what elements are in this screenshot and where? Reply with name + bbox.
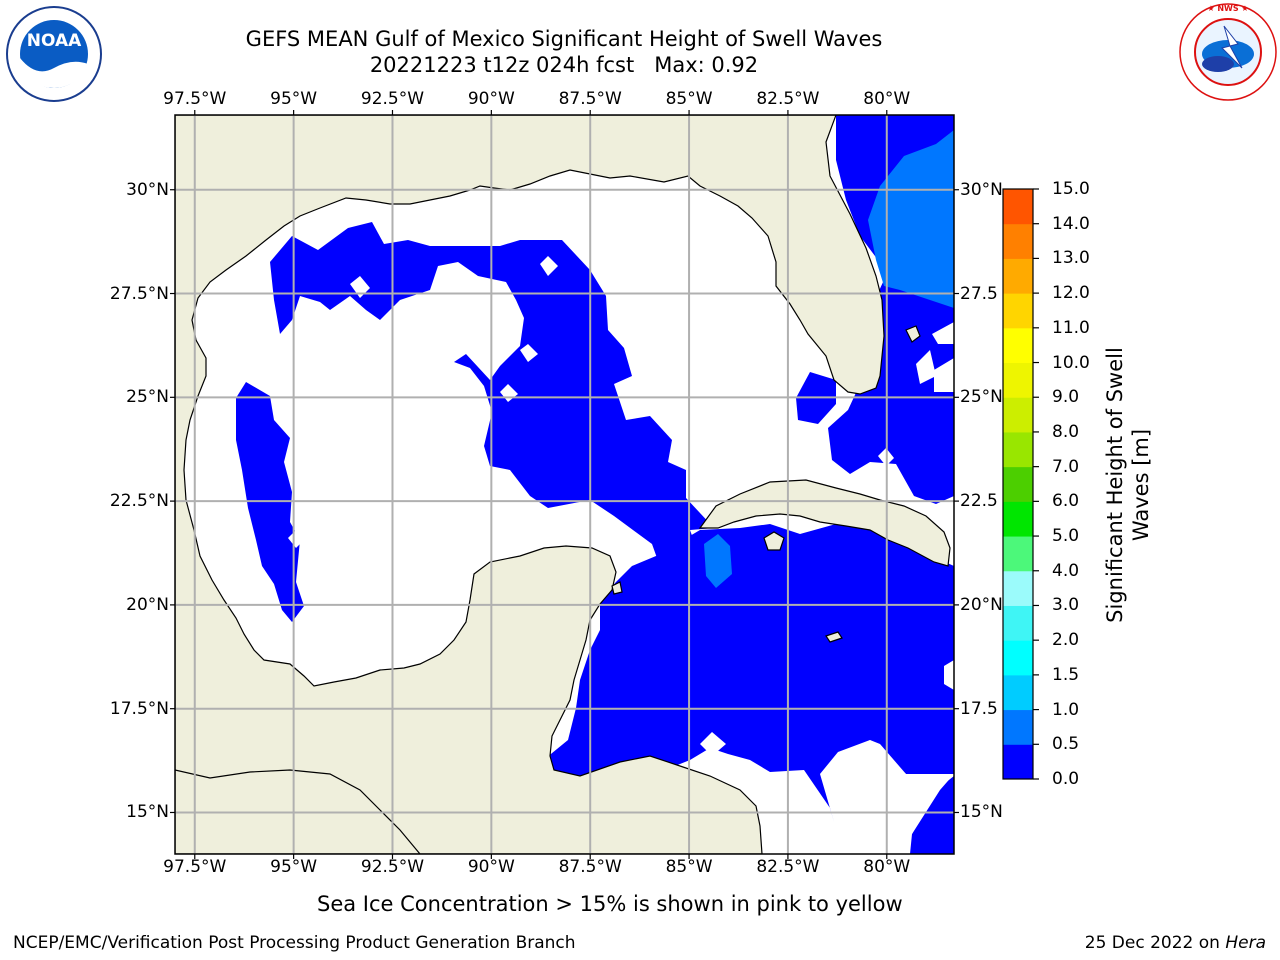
lat-label-left-1: 27.5°N: [109, 283, 169, 304]
jamaica: [825, 631, 843, 643]
cay-1: [611, 581, 623, 595]
bahamas-andros: [905, 325, 921, 343]
footer-credit: NCEP/EMC/Verification Post Processing Pr…: [13, 933, 576, 953]
lon-label-bottom-7: 80°W: [863, 857, 911, 877]
colorbar-title: Significant Height of Swell Waves [m]: [1103, 347, 1153, 623]
colorbar-bin-14: [1003, 258, 1033, 294]
map-frame: [174, 114, 955, 855]
lon-label-top-1: 95°W: [270, 89, 318, 109]
colorbar: [1002, 188, 1039, 780]
lat-label-left-0: 30°N: [126, 179, 169, 200]
colorbar-label-4: 2.0: [1052, 630, 1080, 651]
colorbar-bin-11: [1003, 362, 1033, 398]
colorbar-bin-16: [1003, 189, 1033, 225]
nws-logo: ★ NWS ★: [1178, 2, 1278, 102]
colorbar-bin-6: [1003, 536, 1033, 572]
swell-patch-atlantic-mid: [868, 130, 954, 308]
colorbar-bin-4: [1003, 605, 1033, 641]
colorbar-bin-12: [1003, 327, 1033, 364]
lon-label-bottom-0: 97.5°W: [163, 857, 227, 877]
colorbar-label-5: 3.0: [1052, 595, 1080, 616]
noaa-logo: NOAA: [6, 6, 102, 102]
colorbar-label-7: 5.0: [1052, 526, 1080, 547]
swell-patch-cayman: [704, 534, 732, 588]
lat-label-right-2: 25°N: [960, 387, 1003, 408]
svg-text:★ NWS ★: ★ NWS ★: [1207, 4, 1248, 13]
gridlines: [175, 115, 954, 854]
svg-text:NOAA: NOAA: [27, 31, 82, 51]
title-line-2: 20221223 t12z 024h fcst Max: 0.92: [369, 53, 759, 77]
colorbar-label-11: 9.0: [1052, 387, 1080, 408]
lon-label-bottom-4: 87.5°W: [558, 857, 622, 877]
colorbar-label-8: 6.0: [1052, 491, 1080, 512]
colorbar-label-13: 11.0: [1052, 317, 1090, 338]
lon-label-bottom-2: 92.5°W: [360, 857, 425, 877]
title-line-1: GEFS MEAN Gulf of Mexico Significant Hei…: [245, 27, 883, 51]
lon-label-top-7: 80°W: [863, 89, 911, 109]
lat-label-left-2: 25°N: [126, 387, 169, 408]
lon-label-top-5: 85°W: [665, 89, 713, 109]
colorbar-label-14: 12.0: [1052, 283, 1090, 304]
colorbar-bin-7: [1003, 501, 1033, 537]
colorbar-label-9: 7.0: [1052, 456, 1080, 477]
lon-label-top-0: 97.5°W: [163, 89, 227, 109]
lon-label-top-4: 87.5°W: [558, 89, 622, 109]
lon-label-top-3: 90°W: [467, 89, 515, 109]
swell-patch-caribbean: [546, 524, 954, 822]
axis-ticks: [170, 110, 959, 859]
colorbar-label-10: 8.0: [1052, 421, 1080, 442]
lat-label-left-3: 22.5°N: [109, 491, 169, 512]
colorbar-frame: [1002, 188, 1034, 780]
swell-patch-caribbean-se: [910, 776, 954, 854]
colorbar-bin-9: [1003, 431, 1033, 468]
lat-label-right-0: 30°N: [960, 179, 1003, 200]
lon-label-bottom-3: 90°W: [467, 857, 515, 877]
colorbar-bin-3: [1003, 640, 1033, 676]
lon-label-bottom-1: 95°W: [270, 857, 318, 877]
colorbar-label-15: 13.0: [1052, 248, 1090, 269]
colorbar-bin-0: [1003, 744, 1033, 780]
colorbar-label-3: 1.5: [1052, 664, 1080, 685]
colorbar-bin-13: [1003, 293, 1033, 329]
colorbar-label-2: 1.0: [1052, 699, 1080, 720]
colorbar-label-6: 4.0: [1052, 560, 1080, 581]
lon-label-top-2: 92.5°W: [360, 89, 425, 109]
lon-label-top-6: 82.5°W: [756, 89, 820, 109]
lat-label-left-5: 17.5°N: [109, 698, 169, 719]
colorbar-label-1: 0.5: [1052, 734, 1080, 755]
footer-host: Hera: [1225, 933, 1266, 953]
footer-date: 25 Dec 2022 on Hera: [1085, 933, 1266, 953]
colorbar-label-16: 14.0: [1052, 213, 1090, 234]
lat-label-left-4: 20°N: [126, 594, 169, 615]
colorbar-bin-1: [1003, 709, 1033, 745]
colorbar-bin-5: [1003, 570, 1033, 606]
colorbar-label-17: 15.0: [1052, 179, 1090, 199]
isla-de-la-juventud: [763, 531, 785, 551]
low-swell-islands: [288, 256, 954, 854]
colorbar-bin-15: [1003, 223, 1033, 259]
sea-ice-note: Sea Ice Concentration > 15% is shown in …: [317, 892, 903, 916]
lat-label-right-1: 27.5: [960, 283, 998, 304]
lon-label-bottom-5: 85°W: [665, 857, 713, 877]
lat-label-right-5: 17.5: [960, 698, 998, 719]
colorbar-bin-8: [1003, 466, 1033, 502]
lat-label-right-4: 20°N: [960, 594, 1003, 615]
lon-label-bottom-6: 82.5°W: [756, 857, 820, 877]
chart-title: GEFS MEAN Gulf of Mexico Significant Hei…: [214, 26, 914, 78]
colorbar-bin-2: [1003, 674, 1033, 711]
lat-label-right-3: 22.5: [960, 491, 998, 512]
footer-date-text: 25 Dec 2022 on: [1084, 933, 1226, 953]
lat-label-left-6: 15°N: [126, 802, 169, 823]
colorbar-label-0: 0.0: [1052, 769, 1080, 789]
colorbar-label-12: 10.0: [1052, 352, 1090, 373]
colorbar-bin-10: [1003, 397, 1033, 433]
lat-label-right-6: 15°N: [960, 802, 1003, 823]
